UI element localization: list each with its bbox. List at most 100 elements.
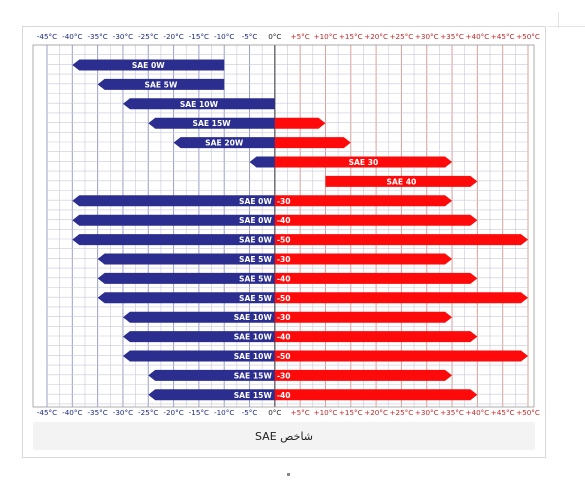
x-tick-label-bottom: +20°C bbox=[364, 408, 388, 417]
x-tick-label-bottom: +50°C bbox=[516, 408, 540, 417]
bar-cold-sae-5w-30 bbox=[97, 253, 275, 265]
bottom-marker bbox=[287, 473, 290, 476]
bar-label-cold: SAE 5W bbox=[239, 274, 272, 283]
bar-label-cold: SAE 20W bbox=[205, 139, 244, 148]
bar-hot-sae-5w-30 bbox=[274, 253, 453, 265]
bar-hot-sae-0w-40 bbox=[274, 214, 478, 226]
x-tick-label-top: +15°C bbox=[339, 32, 363, 41]
bar-cold-sae-0w-40 bbox=[72, 214, 275, 226]
bar-hot-sae-0w-50 bbox=[274, 234, 528, 246]
bar-cold-sae-5w-40 bbox=[97, 272, 275, 284]
x-tick-label-bottom: +15°C bbox=[339, 408, 363, 417]
bar-cold-sae-15w-30 bbox=[148, 369, 275, 381]
bar-label-hot: -30 bbox=[277, 313, 291, 322]
x-tick-label-bottom: +5°C bbox=[291, 408, 310, 417]
bar-hot-sae-5w-50 bbox=[274, 292, 528, 304]
bar-hot-sae-30 bbox=[274, 156, 453, 168]
bar-label-cold: SAE 10W bbox=[234, 333, 273, 342]
bar-cold-sae-10w bbox=[122, 98, 275, 110]
bar-hot-sae-20w bbox=[274, 137, 351, 149]
bar-label-cold: SAE 0W bbox=[239, 216, 272, 225]
x-tick-label-top: -35°C bbox=[87, 32, 107, 41]
bar-label-cold: SAE 10W bbox=[180, 100, 219, 109]
x-tick-label-top: 0°C bbox=[268, 32, 281, 41]
bar-label-hot: -50 bbox=[277, 236, 291, 245]
bar-label-hot: -30 bbox=[277, 255, 291, 264]
x-tick-label-top: +35°C bbox=[440, 32, 464, 41]
bar-cold-sae-10w-30 bbox=[122, 311, 275, 323]
x-tick-label-top: +40°C bbox=[465, 32, 489, 41]
x-tick-label-top: -25°C bbox=[138, 32, 158, 41]
bar-hot-sae-10w-30 bbox=[274, 311, 453, 323]
plot-frame bbox=[32, 44, 535, 408]
bar-label-hot: -40 bbox=[277, 391, 291, 400]
x-tick-label-bottom: -30°C bbox=[113, 408, 133, 417]
bar-label-hot: -40 bbox=[277, 216, 291, 225]
bar-label-hot: SAE 30 bbox=[349, 158, 379, 167]
bar-label-hot: -30 bbox=[277, 371, 291, 380]
x-tick-label-top: -20°C bbox=[163, 32, 183, 41]
figure: -45°C -45°C -40°C -40°C -35°C -35°C -30°C -30°C… bbox=[22, 26, 546, 458]
page-rule-vertical bbox=[558, 12, 559, 28]
bar-cold-sae-0w bbox=[72, 59, 225, 71]
bar-hot-sae-40 bbox=[325, 175, 478, 187]
x-tick-label-top: -5°C bbox=[242, 32, 258, 41]
x-tick-label-bottom: +40°C bbox=[465, 408, 489, 417]
x-tick-label-bottom: -40°C bbox=[62, 408, 82, 417]
bar-hot-sae-5w-40 bbox=[274, 272, 478, 284]
bar-label-cold: SAE 15W bbox=[234, 391, 273, 400]
x-tick-label-bottom: -5°C bbox=[242, 408, 258, 417]
page-rule bbox=[548, 26, 585, 27]
x-tick-label-bottom: -15°C bbox=[189, 408, 209, 417]
bar-cold-sae-30 bbox=[249, 156, 275, 168]
x-tick-label-top: +10°C bbox=[314, 32, 338, 41]
x-tick-label-bottom: -10°C bbox=[214, 408, 234, 417]
bar-hot-sae-10w-50 bbox=[274, 350, 528, 362]
bar-label-cold: SAE 10W bbox=[234, 313, 273, 322]
x-tick-label-bottom: -35°C bbox=[87, 408, 107, 417]
bar-cold-sae-5w bbox=[97, 78, 225, 90]
x-tick-label-bottom: +25°C bbox=[390, 408, 414, 417]
bar-label-cold: SAE 5W bbox=[239, 255, 272, 264]
x-tick-label-top: -45°C bbox=[37, 32, 57, 41]
bar-label-hot: -50 bbox=[277, 294, 291, 303]
caption-box: شاخص SAE bbox=[33, 422, 535, 450]
bar-label-cold: SAE 0W bbox=[239, 197, 272, 206]
bar-hot-sae-0w-30 bbox=[274, 195, 453, 207]
x-tick-label-top: +45°C bbox=[491, 32, 515, 41]
bar-label-cold: SAE 0W bbox=[239, 236, 272, 245]
x-tick-label-bottom: +10°C bbox=[314, 408, 338, 417]
x-tick-label-top: -10°C bbox=[214, 32, 234, 41]
x-tick-label-top: -30°C bbox=[113, 32, 133, 41]
bar-label-hot: -50 bbox=[277, 352, 291, 361]
x-tick-label-top: -40°C bbox=[62, 32, 82, 41]
bar-cold-sae-15w bbox=[148, 117, 275, 129]
sae-viscosity-chart: -45°C -45°C -40°C -40°C -35°C -35°C -30°C -30°C… bbox=[32, 32, 540, 417]
bar-cold-sae-0w-30 bbox=[72, 195, 275, 207]
x-tick-label-bottom: +45°C bbox=[491, 408, 515, 417]
bar-label-cold: SAE 15W bbox=[234, 371, 273, 380]
bar-label-cold: SAE 15W bbox=[192, 119, 231, 128]
bar-label-hot: SAE 40 bbox=[387, 177, 417, 186]
x-tick-label-top: -15°C bbox=[189, 32, 209, 41]
figure-caption: شاخص SAE bbox=[255, 429, 314, 443]
x-tick-label-bottom: -45°C bbox=[37, 408, 57, 417]
bar-cold-sae-0w-50 bbox=[72, 234, 275, 246]
bar-cold-sae-5w-50 bbox=[97, 292, 275, 304]
x-tick-label-bottom: -20°C bbox=[163, 408, 183, 417]
bar-label-cold: SAE 0W bbox=[132, 61, 165, 70]
x-tick-label-top: +30°C bbox=[415, 32, 439, 41]
bar-cold-sae-10w-40 bbox=[122, 331, 275, 343]
x-tick-label-top: +50°C bbox=[516, 32, 540, 41]
bar-label-cold: SAE 5W bbox=[239, 294, 272, 303]
x-tick-label-bottom: +35°C bbox=[440, 408, 464, 417]
x-tick-label-bottom: +30°C bbox=[415, 408, 439, 417]
x-tick-label-top: +20°C bbox=[364, 32, 388, 41]
bar-cold-sae-15w-40 bbox=[148, 389, 275, 401]
x-tick-label-top: +5°C bbox=[291, 32, 310, 41]
bar-cold-sae-10w-50 bbox=[122, 350, 275, 362]
bar-hot-sae-15w bbox=[274, 117, 326, 129]
bar-label-cold: SAE 10W bbox=[234, 352, 273, 361]
bar-label-cold: SAE 5W bbox=[144, 80, 177, 89]
bar-label-hot: -30 bbox=[277, 197, 291, 206]
